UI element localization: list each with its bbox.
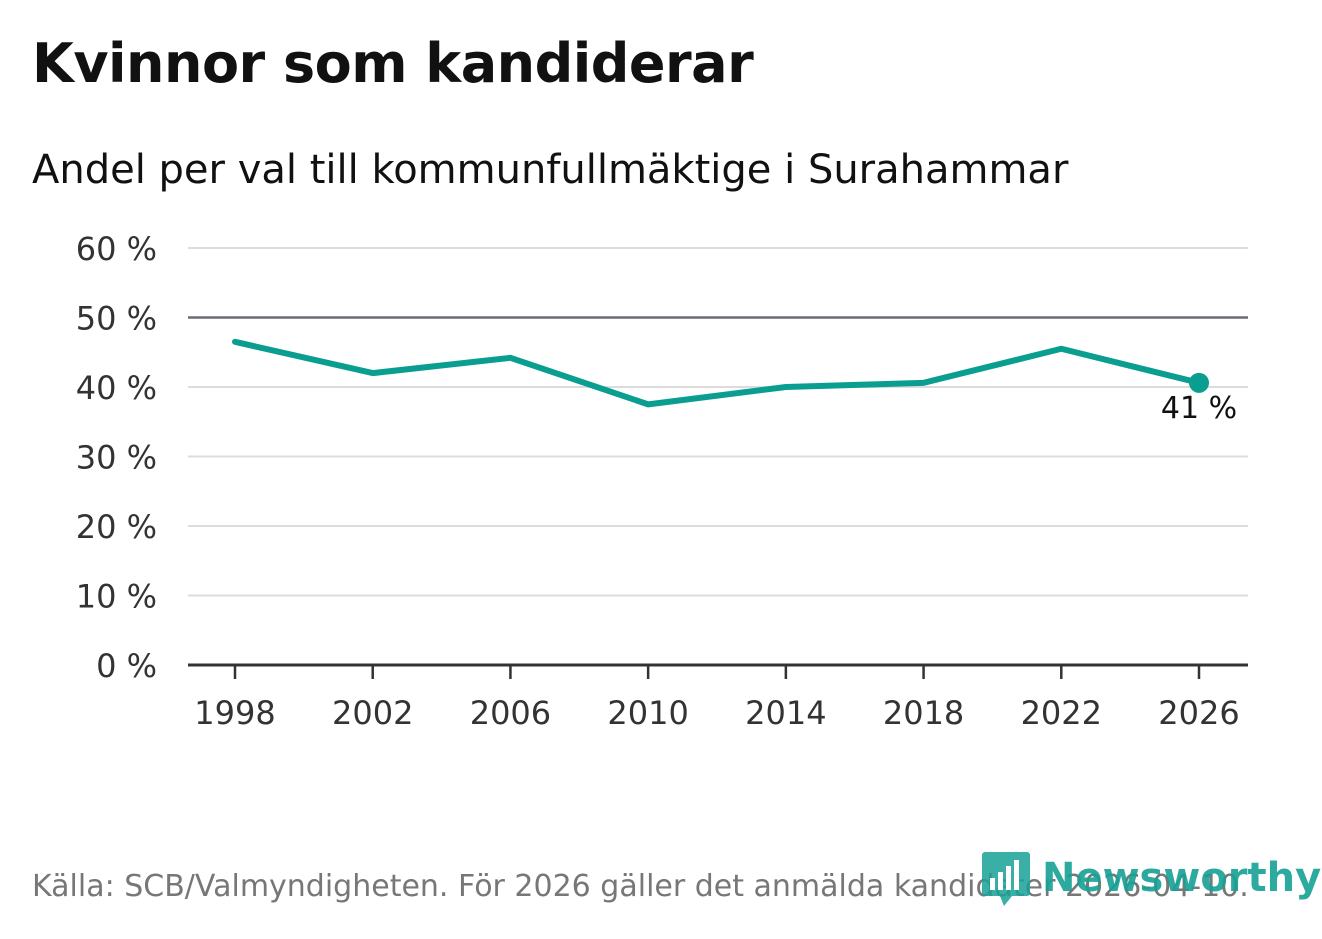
x-tick-label: 2006 <box>470 694 551 732</box>
end-value-label: 41 % <box>1161 391 1237 426</box>
x-tick-label: 2022 <box>1021 694 1102 732</box>
y-tick-label: 20 % <box>76 508 157 546</box>
brand-logo: Newsworthy <box>982 848 1321 908</box>
x-tick-label: 2002 <box>332 694 413 732</box>
bar-chart-logo-icon <box>982 852 1030 906</box>
x-tick-label: 2018 <box>883 694 964 732</box>
brand-name: Newsworthy <box>1042 855 1322 901</box>
end-point-marker <box>1189 372 1209 393</box>
y-tick-label: 40 % <box>76 369 157 407</box>
y-tick-label: 30 % <box>76 439 157 477</box>
x-tick-label: 2026 <box>1158 694 1239 732</box>
x-tick-label: 1998 <box>194 694 275 732</box>
y-tick-label: 50 % <box>76 300 157 338</box>
y-tick-label: 10 % <box>76 578 157 616</box>
y-tick-label: 0 % <box>96 647 157 685</box>
series-line <box>232 338 1202 408</box>
chart-subtitle: Andel per val till kommunfullmäktige i S… <box>32 147 1069 193</box>
source-note: Källa: SCB/Valmyndigheten. För 2026 gäll… <box>32 869 1249 904</box>
y-tick-label: 60 % <box>76 230 157 268</box>
x-tick-label: 2014 <box>745 694 826 732</box>
x-tick-label: 2010 <box>607 694 688 732</box>
chart-title: Kvinnor som kandiderar <box>32 32 754 95</box>
